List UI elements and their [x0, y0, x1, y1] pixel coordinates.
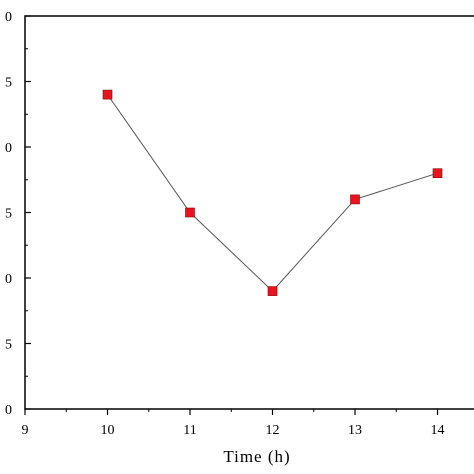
series-lines [107, 94, 438, 292]
x-tick-label: 11 [183, 423, 196, 438]
x-tick-label: 12 [266, 423, 280, 438]
x-tick-label: 10 [101, 423, 115, 438]
y-tick-label: 5 [5, 207, 12, 222]
y-tick-label: 0 [5, 141, 12, 156]
y-tick-label: 5 [5, 338, 12, 353]
x-tick-label: 9 [22, 423, 29, 438]
plot-frame [24, 15, 474, 410]
x-axis-title: Time (h) [223, 447, 290, 466]
data-point [102, 89, 113, 100]
x-tick-label: 13 [348, 423, 362, 438]
x-tick-label: 14 [431, 423, 445, 438]
series-points [102, 89, 443, 296]
plot-border [24, 15, 474, 410]
y-tick-label: 0 [5, 10, 12, 25]
y-axis: 0 5 0 5 0 5 0 [5, 10, 31, 418]
data-point [432, 168, 443, 178]
x-axis: 9 10 11 12 13 14 [22, 409, 445, 438]
y-tick-label: 0 [5, 272, 12, 287]
y-tick-label: 0 [5, 403, 12, 418]
data-point [185, 207, 195, 218]
data-point [350, 194, 360, 205]
data-point [267, 286, 278, 296]
series-line [107, 94, 438, 292]
y-tick-label: 5 [5, 76, 12, 91]
